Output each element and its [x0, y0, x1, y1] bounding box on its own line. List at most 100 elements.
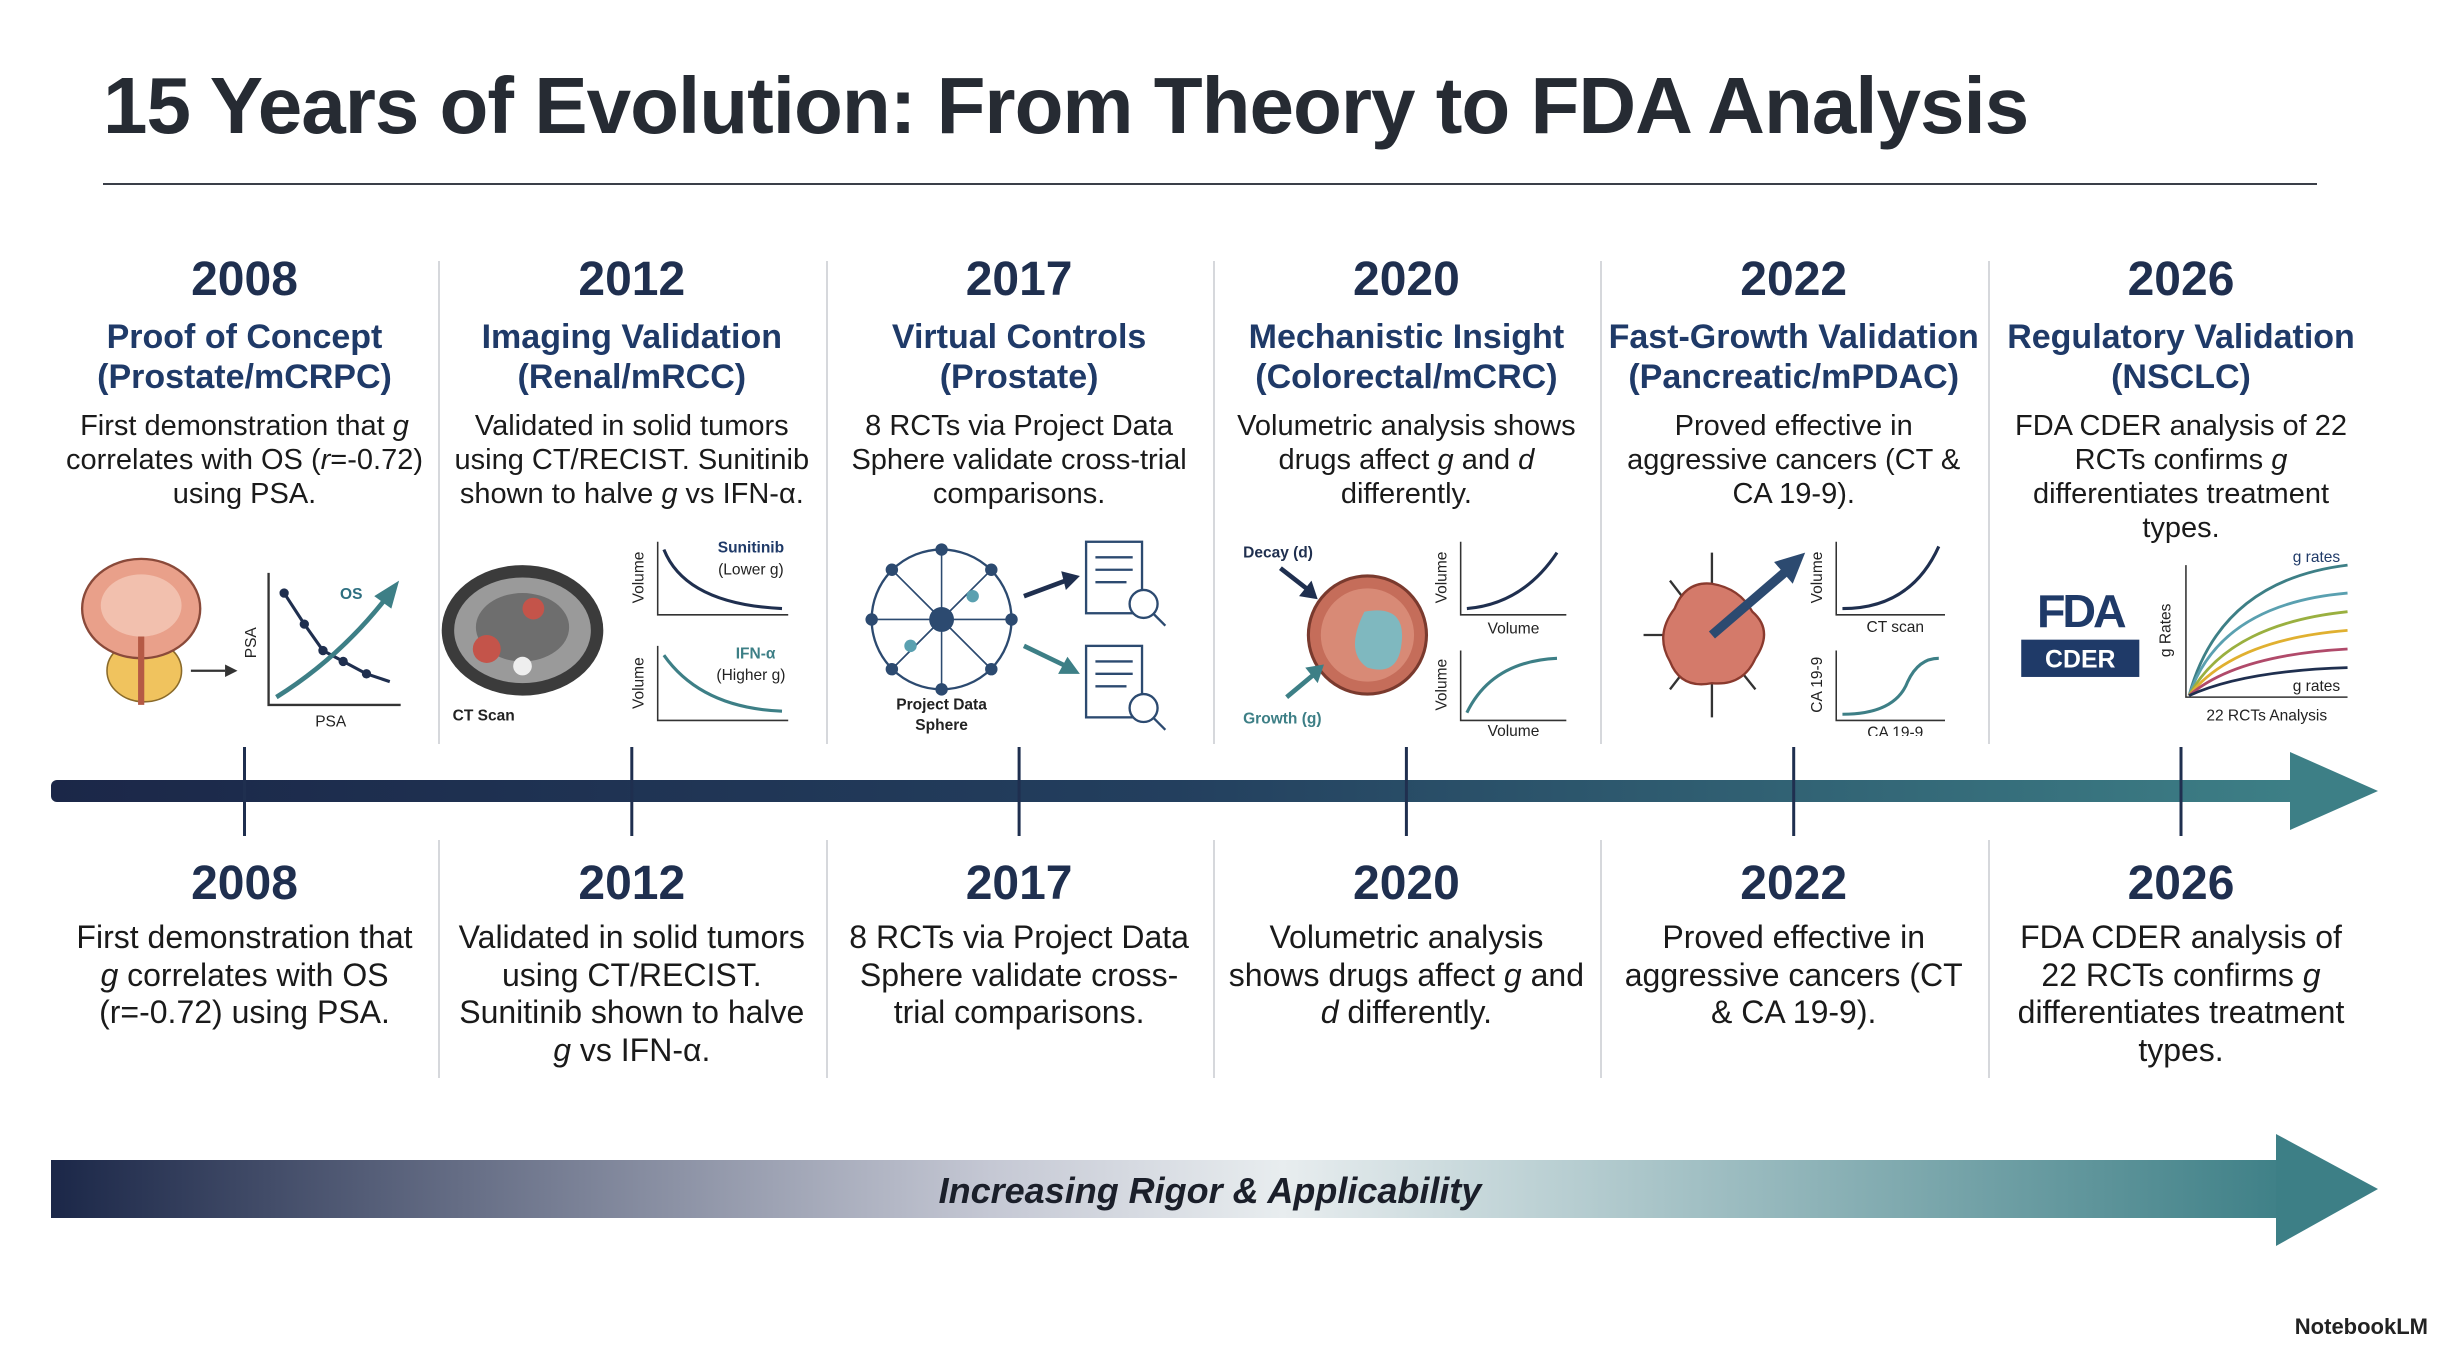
icon-label: IFN-α — [736, 645, 776, 662]
text-run: differentiates treatment types. — [2032, 478, 2330, 544]
icon-label: PSA — [315, 714, 347, 731]
cder-box — [2021, 639, 2140, 677]
icon-label: CA 19-9 — [1867, 725, 1923, 736]
icon-network: Project Data Sphere — [865, 540, 1167, 734]
icon-ct: CT Scan Volume Sunitinib (Lower g) Volum… — [441, 540, 789, 724]
milestone-heading: Imaging Validation (Renal/mRCC) — [438, 317, 825, 397]
text-run: correlates with OS (r=-0.72) using PSA. — [99, 956, 390, 1031]
heading-line: Proof of Concept — [106, 318, 383, 356]
milestone-heading: Fast-Growth Validation (Pancreatic/mPDAC) — [1600, 317, 1987, 397]
milestone-description: First demonstration that g correlates wi… — [61, 409, 428, 511]
milestone-description: Volumetric analysis shows drugs affect g… — [1223, 409, 1590, 511]
milestone-heading: Mechanistic Insight (Colorectal/mCRC) — [1213, 317, 1600, 397]
text-run: Validated in solid tumors using CT/RECIS… — [454, 410, 810, 510]
text-run: =-0.72) using PSA. — [172, 444, 423, 510]
milestone-year: 2026 — [2127, 253, 2235, 306]
text-run: differently. — [1340, 478, 1472, 510]
icon-fast-growth: Volume CT scan CA 19-9 CA 19-9 — [1643, 541, 1945, 736]
progress-arrowhead — [2276, 1134, 2378, 1246]
heading-line: Imaging Validation — [481, 318, 782, 356]
timeline-bar — [51, 780, 2296, 802]
divider — [1212, 261, 1215, 744]
icon-label: CA 19-9 — [1809, 657, 1826, 713]
summary-year: 2026 — [2127, 857, 2235, 910]
milestone-year: 2012 — [578, 253, 686, 306]
icon-label: (Higher g) — [716, 667, 785, 684]
text-run: Validated in solid tumors using CT/RECIS… — [458, 919, 805, 1030]
text-run: and — [1521, 956, 1584, 993]
icon-label: g Rates — [2157, 603, 2174, 657]
text-run: vs IFN-α. — [571, 1031, 711, 1068]
summary: 2022 Proved effective in aggressive cance… — [1600, 856, 1987, 1032]
milestone-year: 2008 — [191, 253, 298, 306]
text-run: FDA CDER analysis of 22 RCTs confirms — [2020, 919, 2342, 993]
text-run: Volumetric analysis shows drugs affect — [1228, 919, 1544, 993]
icon-label: Project Data — [896, 697, 987, 714]
summary: 2008 First demonstration that g correlate… — [51, 856, 438, 1032]
text-run: and — [1453, 444, 1519, 476]
milestone-year: 2017 — [965, 253, 1073, 306]
icon-label: g rates — [2293, 549, 2341, 566]
icon-label: Volume — [1434, 659, 1451, 711]
text-run: Proved effective in aggressive cancers (… — [1627, 410, 1961, 510]
icon-label: Growth (g) — [1243, 711, 1321, 728]
text-run: Proved effective in aggressive cancers (… — [1624, 919, 1963, 1030]
icon-tumor: Decay (d) Growth (g) Volume Volume Volum… — [1243, 541, 1567, 736]
summary-description: 8 RCTs via Project Data Sphere validate … — [840, 919, 1199, 1032]
milestone-description: 8 RCTs via Project Data Sphere validate … — [836, 409, 1203, 511]
heading-line: (Renal/mRCC) — [517, 358, 747, 396]
icon-label: PSA — [243, 627, 260, 659]
summary-description: Validated in solid tumors using CT/RECIS… — [452, 919, 811, 1069]
text-run: Volumetric analysis shows drugs affect — [1237, 410, 1576, 476]
icon-label: Volume — [1434, 552, 1451, 604]
brand: NotebookLM — [2294, 1314, 2428, 1339]
icon-label: CT Scan — [453, 707, 515, 724]
milestone: 2022 Fast-Growth Validation (Pancreatic/mP… — [1600, 252, 1987, 511]
text-run: First demonstration that — [80, 410, 393, 442]
heading-line: (Prostate) — [939, 358, 1099, 396]
icon-label: g rates — [2293, 678, 2341, 695]
icon-label: FDA — [2037, 585, 2126, 637]
heading-line: (Pancreatic/mPDAC) — [1628, 358, 1960, 396]
summary-year: 2008 — [191, 857, 298, 910]
progress-bar — [51, 1160, 2291, 1218]
heading-line: Mechanistic Insight — [1248, 318, 1565, 356]
milestone-year: 2020 — [1353, 253, 1460, 306]
heading-line: Fast-Growth Validation — [1608, 318, 1979, 356]
heading-line: Regulatory Validation — [2007, 318, 2355, 356]
text-run: g — [661, 478, 678, 510]
icon-label: Volume — [1488, 723, 1540, 736]
text-run: g — [1503, 956, 1522, 993]
milestone: 2020 Mechanistic Insight (Colorectal/mCRC)… — [1213, 252, 1600, 511]
title-rule — [103, 183, 2317, 185]
divider — [438, 261, 441, 744]
text-run: 8 RCTs via Project Data Sphere validate … — [851, 410, 1187, 510]
text-run: differentiates treatment types. — [2017, 994, 2345, 1068]
text-run: r — [320, 444, 331, 476]
heading-line: Virtual Controls — [891, 318, 1147, 356]
text-run: d — [1518, 444, 1535, 476]
timeline-arrowhead — [2290, 752, 2378, 830]
heading-line: (NSCLC) — [2111, 358, 2251, 396]
heading-line: (Prostate/mCRPC) — [97, 358, 392, 396]
summary-year: 2017 — [965, 857, 1073, 910]
summary-year: 2020 — [1353, 857, 1460, 910]
divider — [1600, 261, 1603, 744]
icon-label: 22 RCTs Analysis — [2206, 707, 2327, 724]
divider — [825, 840, 828, 1078]
text-run: g — [2302, 956, 2321, 993]
icon-label: Sunitinib — [718, 540, 784, 557]
timeline-ticks — [243, 747, 2183, 836]
milestone-heading: Regulatory Validation (NSCLC) — [1988, 317, 2375, 397]
divider — [1987, 261, 1990, 744]
milestone-description: Validated in solid tumors using CT/RECIS… — [448, 409, 815, 511]
milestone-heading: Virtual Controls (Prostate) — [826, 317, 1213, 397]
text-run: g — [553, 1031, 571, 1068]
milestone-year: 2022 — [1740, 253, 1848, 306]
text-run: g — [1437, 444, 1454, 476]
summary-description: Volumetric analysis shows drugs affect g… — [1227, 919, 1586, 1032]
text-run: d — [1320, 994, 1339, 1030]
text-run: g — [2271, 444, 2288, 476]
summary-year: 2022 — [1740, 857, 1848, 910]
